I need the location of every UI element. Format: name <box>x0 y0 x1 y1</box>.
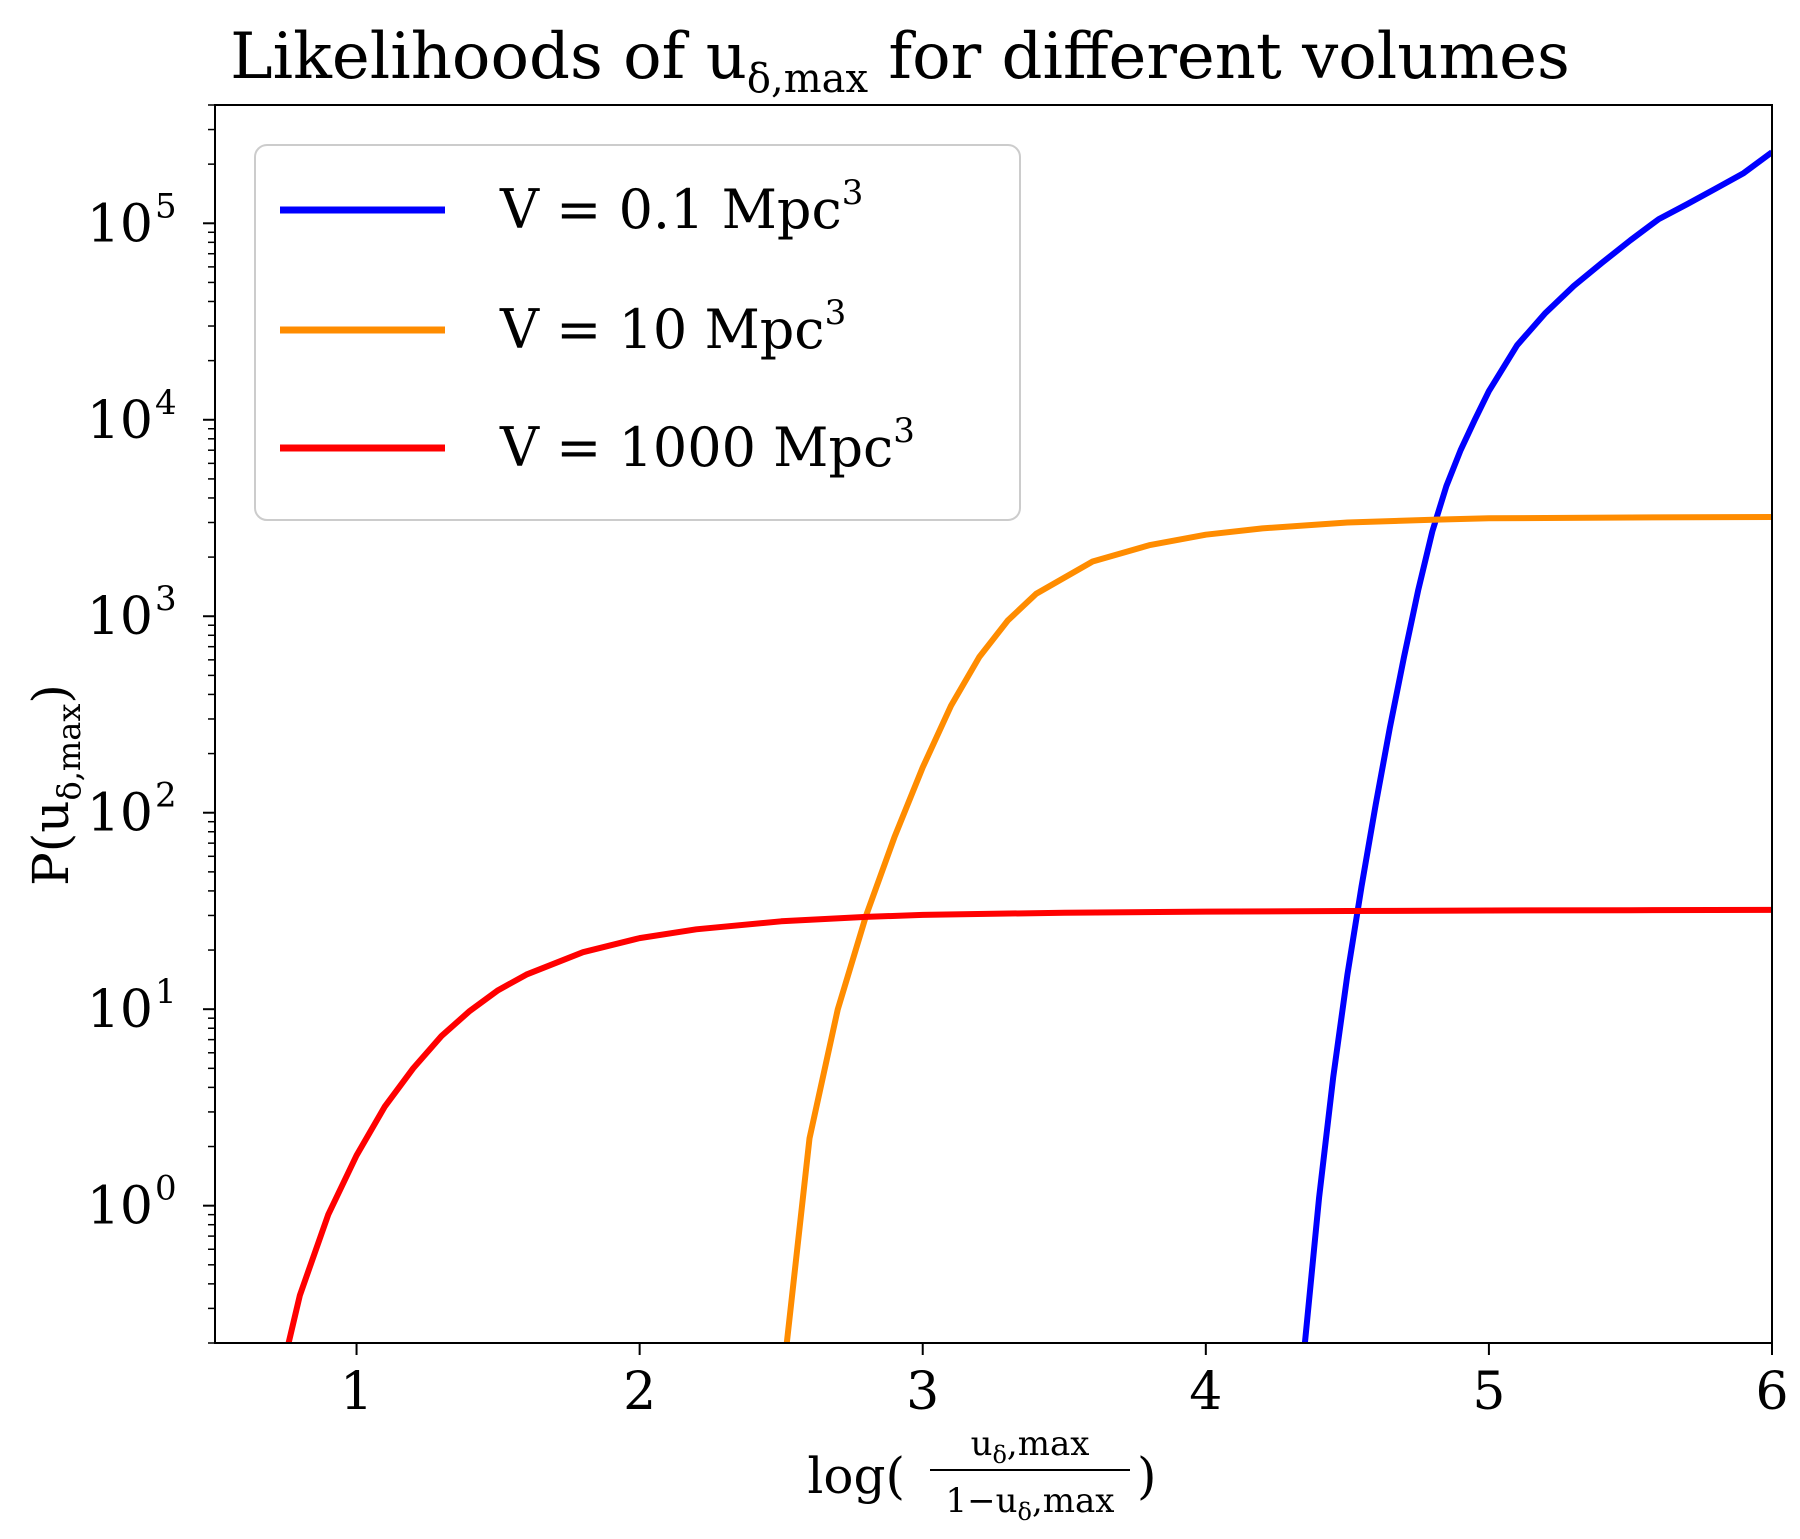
x-label-denominator: 1−uδ,max <box>946 1481 1115 1526</box>
y-tick-exponent: 2 <box>155 776 177 816</box>
x-label-prefix: log( <box>807 1447 905 1505</box>
x-axis: 1 2 3 4 5 6 <box>340 1343 1789 1422</box>
legend-item: V = 1000 Mpc3 <box>280 411 915 479</box>
y-tick-label: 10 <box>87 980 153 1040</box>
y-tick-label: 10 <box>87 587 153 647</box>
y-tick-label: 10 <box>87 391 153 451</box>
x-tick-label: 5 <box>1472 1362 1505 1422</box>
legend: V = 0.1 Mpc3 V = 10 Mpc3 V = 1000 Mpc3 <box>254 144 1021 521</box>
x-tick-label: 3 <box>906 1362 939 1422</box>
x-label-numerator: uδ,max <box>971 1424 1090 1469</box>
x-tick-label: 1 <box>340 1362 373 1422</box>
legend-label: V = 0.1 Mpc3 <box>499 173 863 241</box>
series-layer <box>285 149 1772 1343</box>
x-tick-label: 6 <box>1755 1362 1788 1422</box>
series-line <box>783 514 1772 1343</box>
legend-label: V = 10 Mpc3 <box>499 293 846 361</box>
series-line <box>285 906 1772 1343</box>
plot-frame <box>214 104 1773 1344</box>
y-axis-label: P(uδ,max) <box>22 684 88 886</box>
x-label-suffix: ) <box>1137 1447 1157 1505</box>
series-line <box>1301 149 1772 1343</box>
x-tick-label: 4 <box>1189 1362 1222 1422</box>
y-tick-exponent: 3 <box>155 579 177 619</box>
legend-label: V = 1000 Mpc3 <box>499 411 915 479</box>
y-tick-exponent: 5 <box>155 186 177 226</box>
chart-title: Likelihoods of uδ,max for different volu… <box>230 20 1570 102</box>
y-tick-label: 10 <box>87 784 153 844</box>
y-tick-exponent: 1 <box>155 972 177 1012</box>
y-tick-label: 10 <box>87 194 153 254</box>
y-tick-label: 10 <box>87 1177 153 1237</box>
legend-item: V = 10 Mpc3 <box>280 293 846 361</box>
x-axis-label: log( uδ,max 1−uδ,max ) <box>807 1424 1156 1526</box>
legend-item: V = 0.1 Mpc3 <box>280 173 863 241</box>
y-tick-exponent: 4 <box>155 383 177 423</box>
y-tick-exponent: 0 <box>155 1169 177 1209</box>
legend-box <box>254 144 1021 521</box>
x-tick-label: 2 <box>623 1362 656 1422</box>
